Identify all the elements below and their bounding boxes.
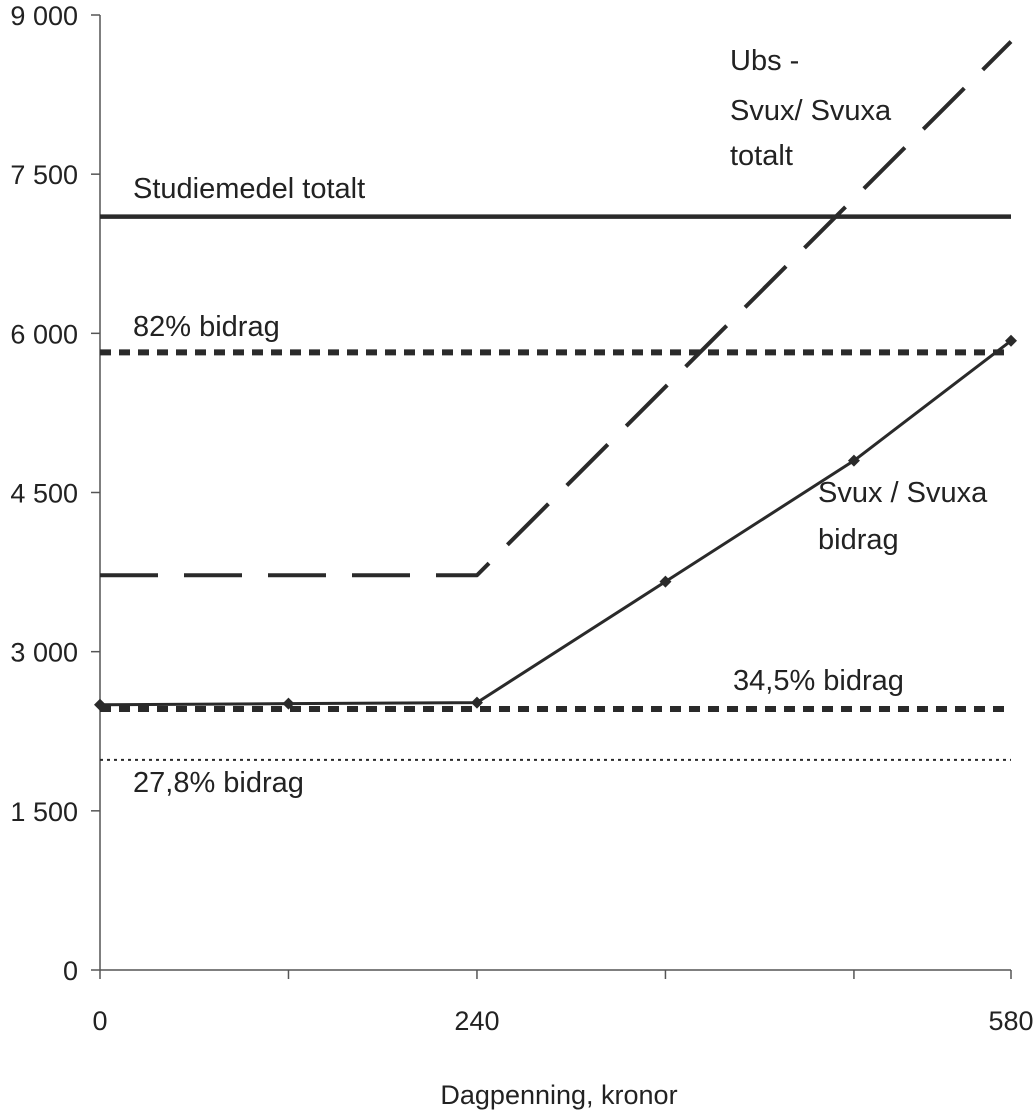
label-svux-line1: Svux / Svuxa	[818, 477, 988, 509]
label-34-5-bidrag: 34,5% bidrag	[733, 665, 904, 697]
x-axis-title: Dagpenning, kronor	[440, 1080, 677, 1110]
label-ubs-line2: Svux/ Svuxa	[730, 95, 892, 127]
label-svux-line2: bidrag	[818, 524, 899, 556]
axes: 0 1 500 3 000 4 500 6 000 7 500 9 000 0 240 580	[10, 1, 1033, 1036]
label-ubs-line1: Ubs -	[730, 45, 799, 77]
data-point-marker	[1005, 334, 1017, 347]
label-27-8-bidrag: 27,8% bidrag	[133, 767, 304, 799]
data-point-marker	[470, 696, 483, 709]
series-line-svux-svuxa-bidrag	[99, 339, 1012, 707]
label-ubs-line3: totalt	[730, 140, 793, 172]
x-tick-label: 580	[988, 1006, 1033, 1036]
y-tick-label: 9 000	[10, 1, 78, 31]
x-tick-label: 0	[92, 1006, 107, 1036]
series-line-ubs-svux-svuxa-totalt	[100, 40, 1013, 578]
data-point-marker	[847, 454, 860, 467]
y-tick-label: 7 500	[10, 160, 78, 190]
series-group	[94, 40, 1017, 761]
y-tick-label: 1 500	[10, 797, 78, 827]
data-point-marker	[659, 575, 672, 588]
label-82-bidrag: 82% bidrag	[133, 311, 280, 343]
x-tick-label: 240	[454, 1006, 499, 1036]
label-studiemedel-totalt: Studiemedel totalt	[133, 173, 365, 205]
y-tick-label: 4 500	[10, 479, 78, 509]
y-tick-label: 0	[63, 956, 78, 986]
y-tick-label: 6 000	[10, 319, 78, 349]
y-tick-label: 3 000	[10, 638, 78, 668]
